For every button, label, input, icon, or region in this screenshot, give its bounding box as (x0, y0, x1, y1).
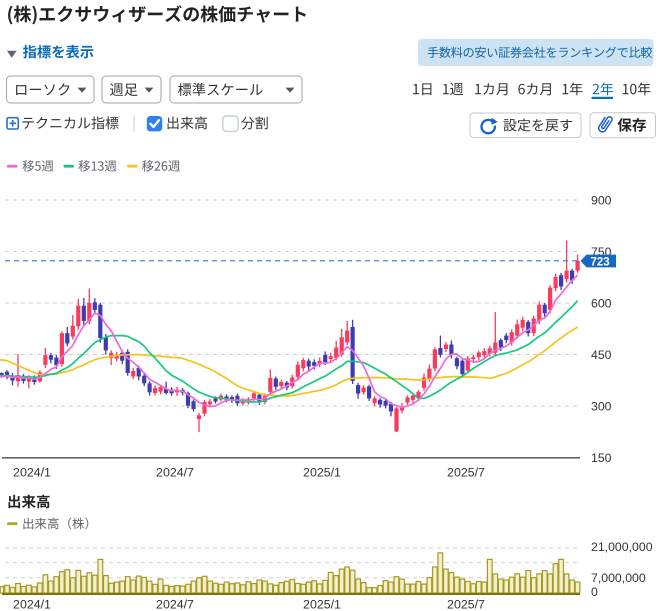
svg-text:723: 723 (591, 256, 610, 268)
svg-text:2025/7: 2025/7 (447, 465, 485, 479)
svg-text:450: 450 (591, 348, 612, 362)
svg-text:2025/7: 2025/7 (447, 598, 485, 611)
svg-text:2024/7: 2024/7 (156, 465, 194, 479)
svg-text:2024/1: 2024/1 (13, 465, 51, 479)
svg-text:2025/1: 2025/1 (303, 598, 341, 611)
svg-text:2025/1: 2025/1 (303, 465, 341, 479)
svg-text:300: 300 (591, 399, 612, 413)
svg-text:600: 600 (591, 296, 612, 310)
svg-text:2024/1: 2024/1 (13, 598, 51, 611)
svg-text:7,000,000: 7,000,000 (591, 571, 646, 585)
svg-text:21,000,000: 21,000,000 (591, 540, 653, 554)
svg-text:0: 0 (591, 585, 598, 599)
svg-text:150: 150 (591, 451, 612, 465)
svg-text:900: 900 (591, 193, 612, 207)
svg-text:2024/7: 2024/7 (156, 598, 194, 611)
